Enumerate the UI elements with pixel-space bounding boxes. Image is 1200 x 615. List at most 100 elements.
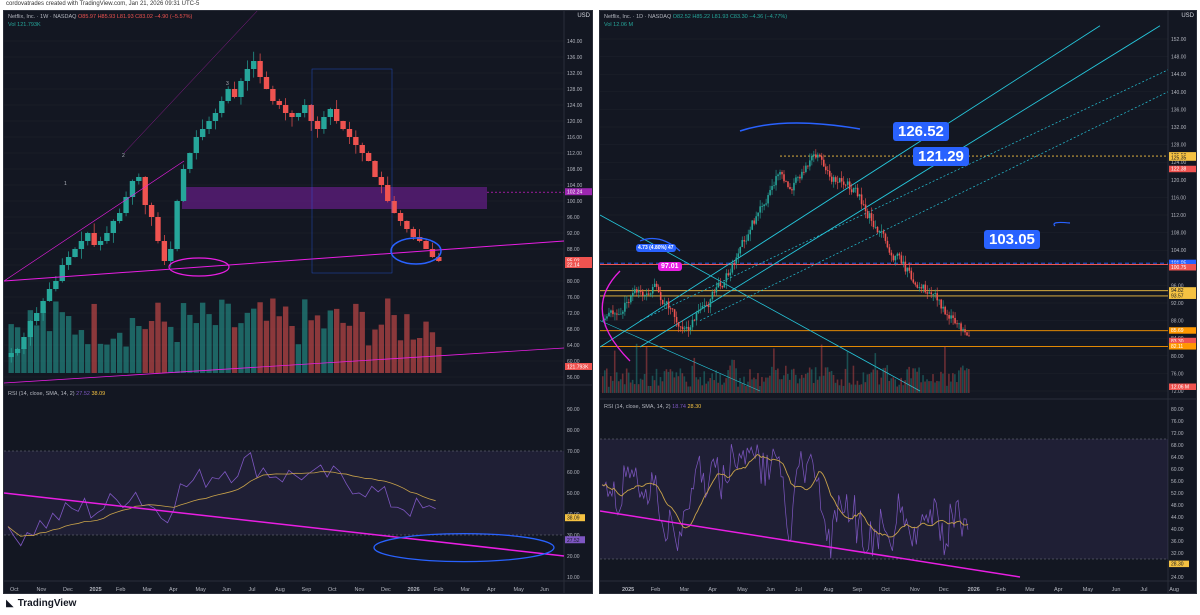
candle-body — [199, 129, 206, 137]
date-tick-label: Oct — [881, 587, 890, 593]
volume-bar — [669, 369, 672, 393]
volume-bar — [880, 377, 883, 393]
volume-bar — [836, 379, 839, 393]
volume-bar — [91, 303, 97, 373]
volume-bar — [763, 381, 765, 393]
volume-bar — [21, 347, 27, 373]
candle-body — [651, 286, 654, 294]
volume-bar — [902, 385, 904, 393]
candle-body — [225, 89, 231, 101]
volume-bar — [796, 383, 799, 393]
volume-bar — [602, 376, 604, 393]
candle-body — [763, 204, 765, 207]
volume-bar — [65, 316, 72, 373]
volume-readout: Vol 121.793K — [8, 22, 41, 28]
candle-body — [755, 216, 757, 224]
candle-body — [715, 287, 718, 293]
volume-bar — [761, 377, 763, 393]
volume-bar — [623, 384, 626, 393]
volume-bar — [771, 366, 773, 393]
candle-body — [231, 89, 238, 97]
candle-body — [733, 263, 736, 264]
candle-body — [725, 273, 728, 283]
candle-body — [850, 189, 853, 193]
volume-bar — [864, 382, 867, 393]
price-tick-label: 88.00 — [567, 247, 580, 253]
volume-bar — [856, 380, 859, 393]
volume-bar — [346, 325, 353, 373]
candle-body — [340, 121, 346, 129]
candle-body — [864, 204, 867, 212]
volume-bar — [946, 385, 948, 393]
candle-body — [295, 113, 302, 117]
candle-body — [872, 220, 875, 228]
candle-body — [641, 291, 644, 296]
candle-body — [610, 310, 612, 313]
candle-body — [669, 308, 672, 310]
volume-bar — [956, 382, 958, 393]
price-badge — [1169, 337, 1196, 345]
volume-bar — [617, 381, 620, 393]
candle-body — [667, 301, 670, 309]
candle-body — [735, 257, 738, 264]
callout-121-29: 121.29 — [913, 147, 969, 166]
volume-bar — [97, 343, 104, 373]
price-box-97-01: 97.01 — [658, 262, 682, 271]
candle-body — [848, 181, 851, 190]
volume-bar — [944, 346, 946, 393]
rsi-tick-label: 90.00 — [567, 407, 580, 413]
candle-body — [946, 314, 948, 316]
candle-body — [321, 117, 327, 129]
arc-annotation — [739, 122, 861, 132]
candle-body — [614, 313, 616, 315]
candle-body — [930, 292, 933, 295]
volume-bar — [334, 308, 340, 373]
candle-body — [908, 267, 911, 271]
candle-body — [723, 282, 726, 288]
candle-body — [968, 335, 970, 337]
date-tick-label: Dec — [63, 587, 73, 593]
rsi-tick-label: 48.00 — [1171, 503, 1184, 509]
volume-bar — [860, 384, 863, 393]
candle-body — [910, 270, 913, 280]
price-tick-label: 140.00 — [567, 39, 583, 45]
price-tick-label: 108.00 — [1171, 231, 1187, 237]
candle-body — [616, 313, 618, 315]
volume-bar — [180, 303, 187, 373]
candle-body — [940, 299, 942, 309]
daily-chart-panel[interactable]: 152.00 148.00 144.00 140.00 136.00 132.00 128.… — [599, 10, 1197, 594]
date-tick-label: Nov — [355, 587, 365, 593]
candle-body — [372, 161, 378, 177]
candle-body — [836, 181, 839, 183]
price-tick-label: 128.00 — [1171, 143, 1187, 149]
price-tick-label: 104.00 — [567, 183, 583, 189]
volume-bar — [749, 369, 751, 393]
tradingview-logo[interactable]: ◣ TradingView — [6, 598, 76, 609]
candle-body — [636, 289, 638, 293]
volume-bar — [27, 310, 34, 373]
candle-body — [645, 293, 648, 295]
volume-bar — [199, 302, 206, 373]
price-tick-label: 124.00 — [567, 103, 583, 109]
arc-annotation — [601, 270, 631, 362]
daily-chart-canvas[interactable]: 152.00 148.00 144.00 140.00 136.00 132.00 128.… — [600, 11, 1197, 594]
weekly-chart-canvas[interactable]: 140.00136.00132.00128.00124.00120.00116.… — [4, 11, 593, 594]
rsi-tick-label: 68.00 — [1171, 443, 1184, 449]
volume-bar — [802, 377, 805, 393]
volume-bar — [717, 382, 719, 393]
candle-body — [97, 241, 104, 245]
candle-body — [65, 257, 72, 265]
weekly-chart-panel[interactable]: 140.00 136.00 132.00 128.00 124.00 120.00 116.… — [3, 10, 593, 594]
volume-bar — [942, 373, 944, 393]
candle-body — [799, 176, 801, 179]
volume-bar — [611, 380, 614, 393]
candle-body — [142, 177, 148, 205]
candle-body — [429, 249, 436, 257]
candle-body — [759, 206, 761, 213]
volume-bar — [161, 321, 168, 373]
candle-body — [359, 145, 365, 153]
candle-body — [767, 195, 769, 204]
arc-annotation — [1053, 221, 1071, 227]
date-tick-label: Oct — [10, 587, 19, 593]
candle-body — [789, 186, 791, 190]
